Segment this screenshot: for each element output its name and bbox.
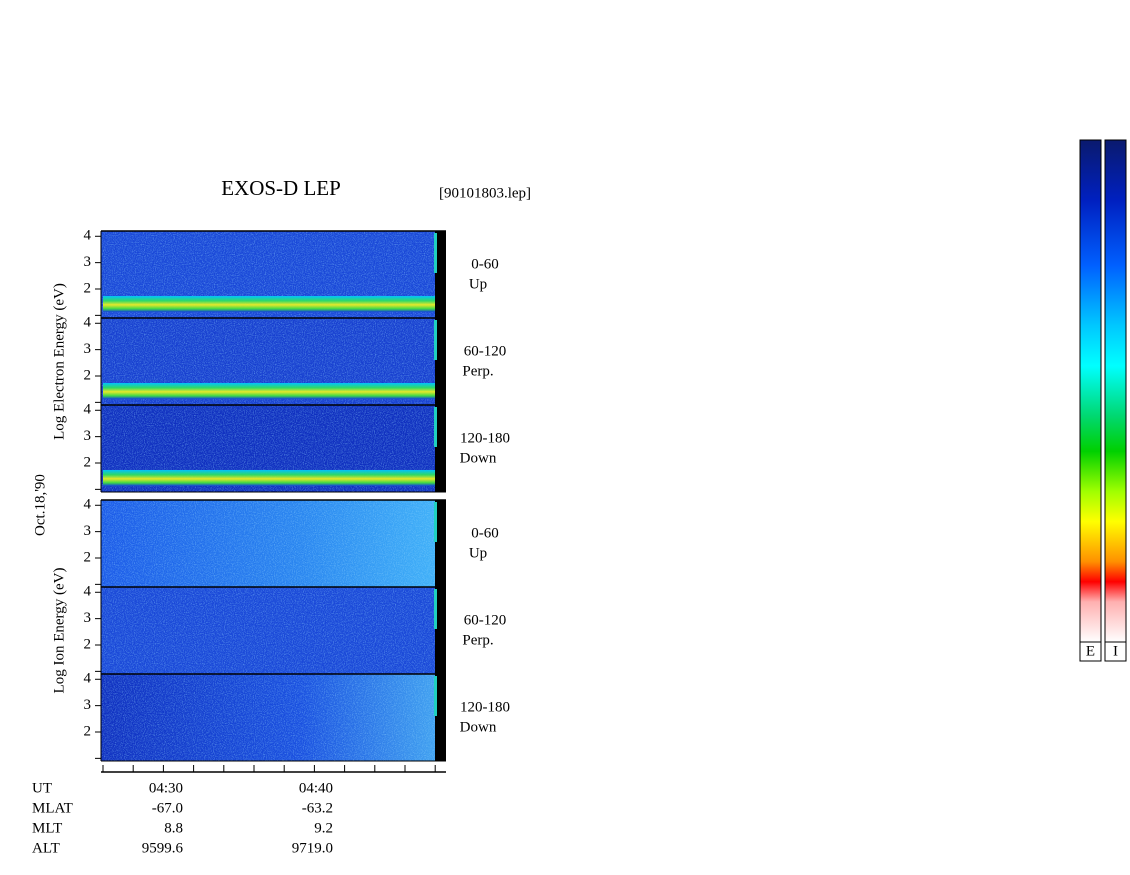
- y-tick-label: 4: [84, 584, 92, 600]
- pitch-direction: Perp.: [462, 363, 493, 379]
- y-tick-label: 3: [84, 341, 92, 357]
- colorbar-label-box: [1079, 641, 1102, 662]
- row-label: MLT: [32, 820, 62, 836]
- pitch-direction: Up: [469, 276, 487, 292]
- y-tick-label: 4: [84, 497, 92, 513]
- ephemeris-value: 04:40: [299, 780, 333, 796]
- y-tick-label: 4: [84, 315, 92, 331]
- spectrogram-edge: [434, 589, 437, 629]
- pitch-range: 0-60: [471, 256, 499, 272]
- ephemeris-value: 9719.0: [292, 840, 333, 856]
- spectrogram-noise: [101, 587, 435, 674]
- panels: Log Electron Energy (eV) 2 3 4 0-60 Up 2 3 4 60-1…: [51, 228, 510, 762]
- spectrogram-edge: [434, 502, 437, 542]
- y-tick-label: 2: [84, 280, 92, 296]
- y-tick-label: 2: [84, 636, 92, 652]
- y-tick-label: 3: [84, 523, 92, 539]
- colorbar-label-box: [1104, 641, 1127, 662]
- ephemeris-value: -63.2: [302, 800, 333, 816]
- y-tick-label: 3: [84, 428, 92, 444]
- pitch-range: 60-120: [464, 612, 507, 628]
- data-gap: [435, 587, 446, 674]
- spectrogram-edge: [434, 407, 437, 447]
- y-tick-label: 4: [84, 228, 92, 244]
- date: Oct.18,'90: [32, 474, 48, 536]
- spectrogram-band: [103, 383, 435, 399]
- y-tick-label: 4: [84, 402, 92, 418]
- y-tick-label: 3: [84, 610, 92, 626]
- row-label: UT: [32, 780, 52, 796]
- y-tick-label: 3: [84, 254, 92, 270]
- spectrogram-edge: [434, 233, 437, 273]
- y-axis-label: Log Ion Energy (eV): [51, 568, 67, 694]
- data-gap: [435, 318, 446, 405]
- colorbar-label: I: [1113, 643, 1118, 659]
- pitch-range: 120-180: [460, 699, 510, 715]
- pitch-direction: Down: [460, 450, 497, 466]
- ephemeris-value: 9599.6: [142, 840, 184, 856]
- y-tick-label: 3: [84, 697, 92, 713]
- spectrogram-edge: [434, 320, 437, 360]
- ephemeris-value: 8.8: [164, 820, 183, 836]
- data-gap: [435, 674, 446, 761]
- colorbar: [1104, 139, 1127, 643]
- y-tick-label: 2: [84, 367, 92, 383]
- ephemeris-value: 04:30: [149, 780, 183, 796]
- time-axis: UT MLAT MLT ALT 04:30 -67.0 8.8 9599.6 04:40 -63.…: [32, 765, 446, 856]
- pitch-direction: Perp.: [462, 632, 493, 648]
- pitch-direction: Down: [460, 719, 497, 735]
- ephemeris-value: -67.0: [152, 800, 183, 816]
- spectrogram-band: [103, 470, 435, 486]
- pitch-range: 60-120: [464, 343, 507, 359]
- spectrogram-edge: [434, 676, 437, 716]
- data-gap: [435, 231, 446, 318]
- y-tick-label: 2: [84, 454, 92, 470]
- pitch-range: 0-60: [471, 525, 499, 541]
- spectrogram-band: [103, 296, 435, 312]
- pitch-direction: Up: [469, 545, 487, 561]
- y-axis-label: Log Electron Energy (eV): [51, 283, 67, 440]
- y-tick-label: 2: [84, 549, 92, 565]
- file-name: [90101803.lep]: [439, 185, 531, 201]
- spectrogram-noise: [101, 674, 435, 761]
- y-tick-label: 2: [84, 723, 92, 739]
- colorbar-label: E: [1086, 643, 1095, 659]
- title: EXOS-D LEP: [221, 176, 341, 200]
- pitch-range: 120-180: [460, 430, 510, 446]
- data-gap: [435, 405, 446, 492]
- y-tick-label: 4: [84, 671, 92, 687]
- row-label: ALT: [32, 840, 60, 856]
- row-label: MLAT: [32, 800, 73, 816]
- ephemeris-value: 9.2: [314, 820, 333, 836]
- spectrogram-noise: [101, 500, 435, 587]
- data-gap: [435, 500, 446, 587]
- colorbar: [1079, 139, 1102, 643]
